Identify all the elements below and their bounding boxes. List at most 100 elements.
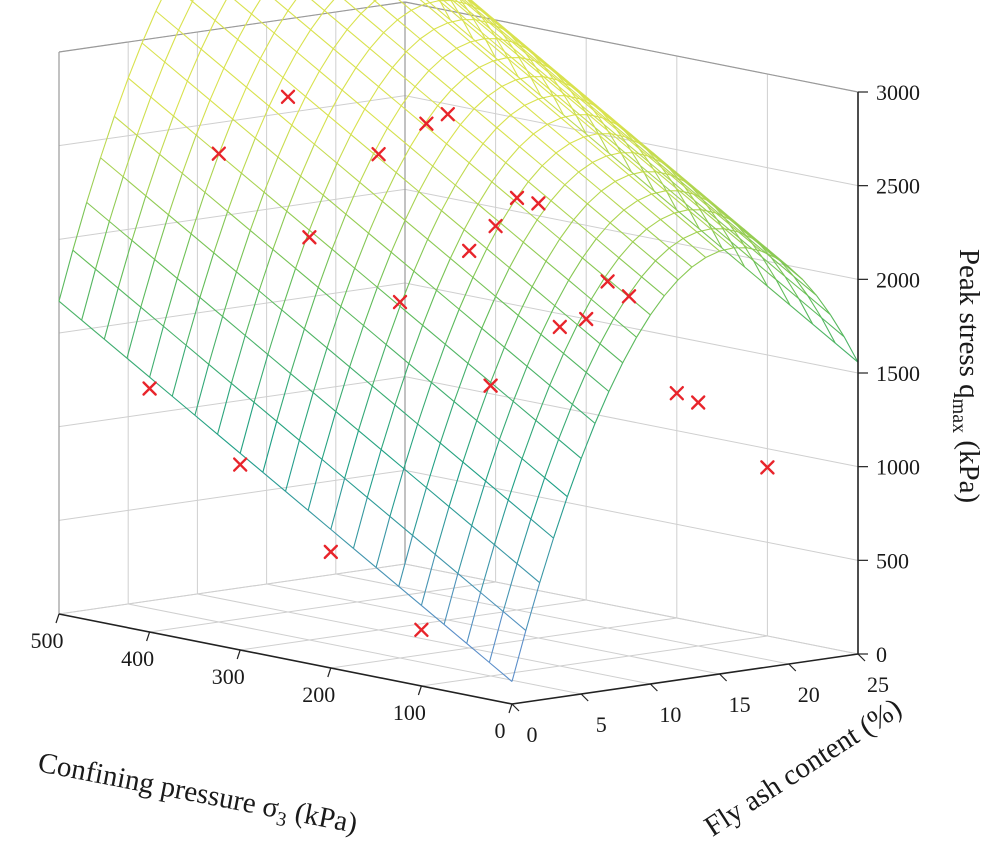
surface-gridline (262, 471, 286, 492)
surface-gridline (209, 99, 233, 120)
surface-gridline (178, 1, 193, 31)
surface-gridline (223, 67, 247, 88)
surface-gridline (588, 114, 603, 119)
surface-gridline (593, 104, 617, 125)
surface-gridline (692, 193, 717, 214)
surface-gridline (281, 309, 305, 330)
data-point (552, 319, 567, 335)
surface-gridline (411, 3, 426, 11)
surface-gridline (617, 146, 632, 173)
surface-gridline (655, 247, 670, 262)
surface-gridline (141, 42, 166, 63)
surface-gridline (458, 13, 483, 33)
surface-gridline (677, 266, 693, 281)
surface-gridline (462, 461, 486, 482)
surface-gridline (383, 19, 398, 34)
surface-gridline (330, 528, 354, 549)
surface-gridline (366, 496, 391, 517)
surface-gridline (272, 211, 288, 250)
surface-gridline (673, 212, 698, 233)
surface-gridline (622, 337, 638, 364)
surface-gridline (563, 324, 578, 354)
surface-gridline (86, 157, 102, 203)
surface-gridline (560, 117, 585, 138)
surface-gridline (590, 298, 615, 319)
surface-gridline (140, 306, 164, 327)
surface-gridline (307, 459, 323, 511)
surface-gridline (355, 48, 371, 69)
surface-gridline (471, 480, 487, 526)
surface-gridline (389, 468, 405, 517)
surface-gridline (576, 298, 592, 326)
surface-gridline (318, 48, 334, 72)
surface-gridline (573, 203, 588, 221)
surface-gridline (237, 39, 261, 59)
surface-gridline (164, 61, 188, 82)
surface-gridline (435, 258, 451, 291)
surface-gridline (638, 142, 663, 163)
surface-gridline (589, 104, 613, 125)
surface-gridline (291, 96, 307, 126)
surface-gridline (595, 222, 611, 240)
surface-gridline (612, 123, 636, 144)
surface-gridline (539, 57, 563, 78)
gridline (240, 599, 587, 651)
z-tick-label: 1500 (876, 361, 920, 386)
surface-gridline (335, 366, 351, 412)
surface-gridline (336, 134, 352, 164)
surface-gridline (236, 271, 260, 292)
surface-gridline (603, 123, 627, 144)
surface-gridline (525, 582, 541, 631)
surface-gridline (352, 497, 368, 549)
surface-gridline (558, 404, 573, 440)
surface-gridline (421, 605, 445, 625)
surface-gridline (525, 47, 549, 68)
surface-gridline (276, 420, 300, 441)
surface-gridline (458, 13, 474, 40)
surface-gridline (449, 257, 474, 278)
surface-gridline (145, 154, 161, 196)
surface-gridline (656, 171, 671, 176)
surface-gridline (208, 316, 224, 365)
surface-gridline (245, 58, 261, 88)
surface-gridline (185, 344, 210, 365)
surface-gridline (387, 127, 411, 148)
surface-gridline (432, 143, 448, 167)
surface-gridline (711, 203, 736, 223)
surface-gridline (359, 181, 383, 202)
surface-gridline (117, 240, 133, 289)
surface-gridline (566, 85, 591, 106)
surface-gridline (400, 86, 416, 107)
surface-gridline (521, 47, 546, 68)
surface-gridline (607, 114, 631, 135)
surface-gridline (168, 214, 192, 235)
surface-gridline (549, 353, 565, 386)
surface-gridline (590, 276, 606, 300)
surface-gridline (629, 133, 654, 154)
surface-gridline (114, 115, 138, 136)
surface-gridline (457, 573, 481, 593)
surface-gridline (241, 172, 265, 193)
surface-gridline (443, 624, 468, 644)
surface-gridline (349, 325, 365, 368)
surface-gridline (108, 220, 133, 241)
surface-gridline (521, 420, 537, 459)
surface-gridline (623, 209, 647, 230)
surface-gridline (611, 133, 635, 154)
surface-gridline (694, 199, 718, 220)
surface-gridline (505, 146, 520, 164)
surface-gridline (605, 155, 630, 176)
surface-gridline (519, 146, 543, 167)
surface-gridline (322, 163, 338, 196)
surface-gridline (582, 257, 606, 278)
surface-gridline (655, 260, 679, 281)
surface-gridline (417, 423, 441, 444)
surface-gridline (707, 222, 732, 243)
surface-gridline (235, 230, 251, 273)
surface-gridline (368, 232, 392, 253)
surface-gridline (738, 231, 762, 252)
surface-gridline (485, 480, 509, 501)
surface-gridline (345, 213, 369, 234)
surface-gridline (263, 191, 288, 212)
surface-gridline (171, 345, 187, 397)
